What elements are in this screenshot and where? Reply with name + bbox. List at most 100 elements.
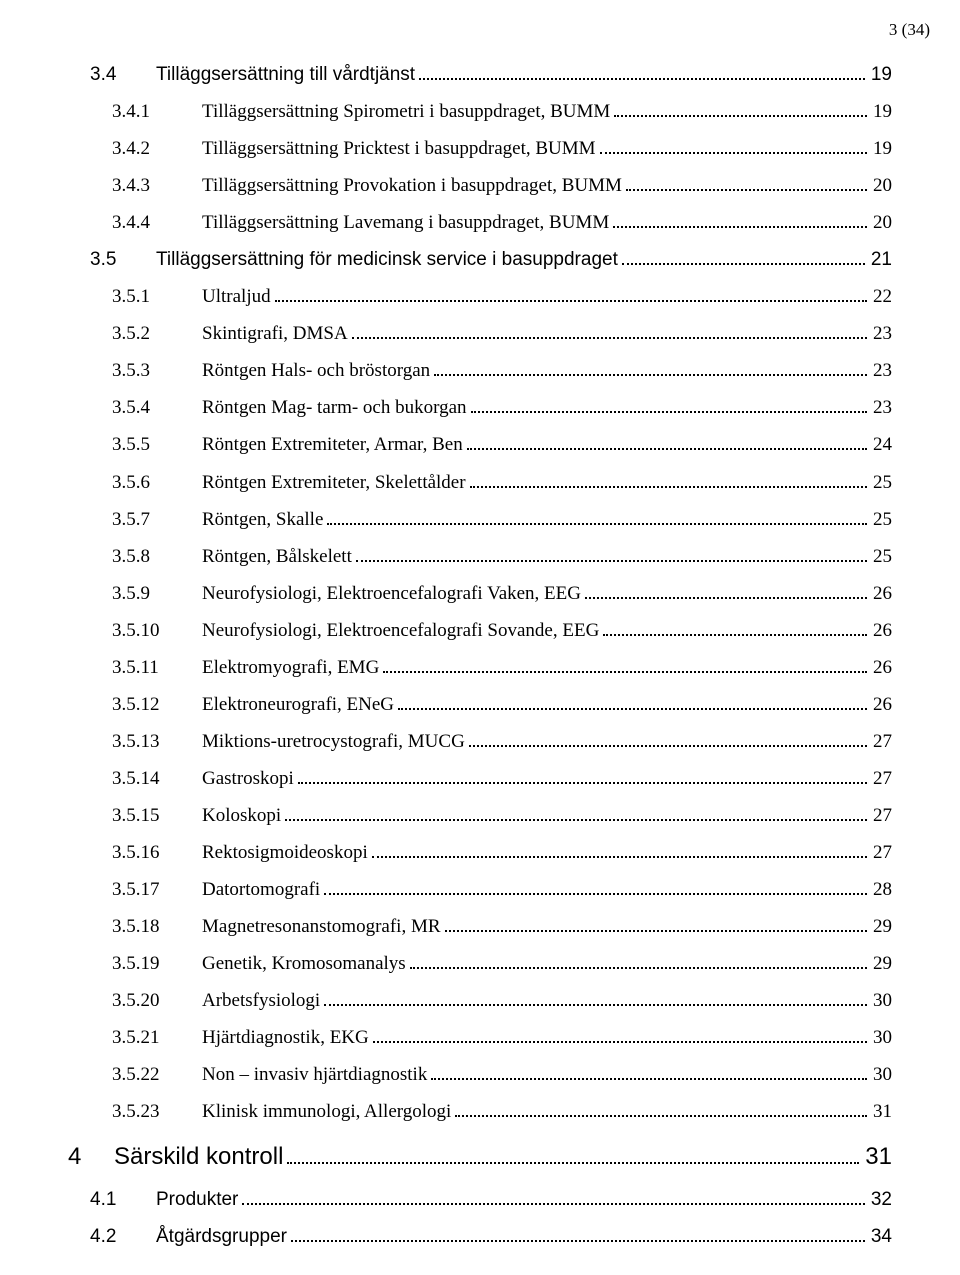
toc-entry-number: 3.5.14 [112, 760, 202, 797]
toc-entry-page: 27 [871, 834, 892, 871]
toc-entry: 3.5.17Datortomografi28 [68, 871, 892, 908]
toc-leader-dots [470, 470, 867, 487]
toc-entry-title: Särskild kontroll [114, 1134, 283, 1181]
toc-entry-number: 3.5.7 [112, 501, 202, 538]
toc-entry-number: 3.5.15 [112, 797, 202, 834]
toc-leader-dots [614, 100, 867, 117]
toc-entry-number: 3.5.21 [112, 1019, 202, 1056]
toc-leader-dots [298, 767, 867, 784]
toc-entry-page: 24 [871, 426, 892, 463]
toc-leader-dots [372, 841, 867, 858]
toc-entry-title: Röntgen Extremiteter, Armar, Ben [202, 426, 463, 463]
toc-entry: 3.5.20Arbetsfysiologi30 [68, 982, 892, 1019]
toc-entry-page: 31 [863, 1134, 892, 1181]
toc-entry-page: 25 [871, 501, 892, 538]
toc-entry: 3.4.3Tilläggsersättning Provokation i ba… [68, 167, 892, 204]
toc-entry-number: 3.5.23 [112, 1093, 202, 1130]
toc-entry-title: Åtgärdsgrupper [156, 1218, 287, 1255]
toc-entry: 3.5.12Elektroneurografi, ENeG 26 [68, 686, 892, 723]
toc-entry-title: Non – invasiv hjärtdiagnostik [202, 1056, 427, 1093]
toc-leader-dots [287, 1143, 859, 1164]
toc-entry-number: 3.5.10 [112, 612, 202, 649]
toc-entry: 3.5.3Röntgen Hals- och bröstorgan23 [68, 352, 892, 389]
toc-entry-page: 27 [871, 797, 892, 834]
toc-entry: 3.5.21Hjärtdiagnostik, EKG30 [68, 1019, 892, 1056]
toc-entry-number: 3.5.17 [112, 871, 202, 908]
toc-entry-number: 3.5.19 [112, 945, 202, 982]
toc-entry-title: Elektromyografi, EMG [202, 649, 379, 686]
toc-entry-number: 3.5.9 [112, 575, 202, 612]
toc-leader-dots [398, 693, 867, 710]
toc-leader-dots [455, 1100, 867, 1117]
toc-entry-page: 34 [869, 1218, 892, 1255]
toc-entry-number: 3.4.1 [112, 93, 202, 130]
toc-entry-title: Rektosigmoideoskopi [202, 834, 368, 871]
toc-entry-title: Ultraljud [202, 278, 271, 315]
toc-entry: 3.5.13Miktions-uretrocystografi, MUCG27 [68, 723, 892, 760]
toc-entry-number: 3.4 [90, 56, 156, 93]
toc-entry-title: Elektroneurografi, ENeG [202, 686, 394, 723]
toc-entry-page: 20 [871, 204, 892, 241]
toc-entry-number: 3.5.11 [112, 649, 202, 686]
toc-entry-page: 28 [871, 871, 892, 908]
toc-entry-page: 25 [871, 538, 892, 575]
toc-entry-number: 3.5 [90, 241, 156, 278]
toc-leader-dots [431, 1063, 867, 1080]
toc-entry-number: 3.5.12 [112, 686, 202, 723]
toc-entry-page: 30 [871, 1056, 892, 1093]
toc-entry: 3.5.7Röntgen, Skalle 25 [68, 501, 892, 538]
toc-leader-dots [242, 1188, 864, 1205]
toc-entry-title: Skintigrafi, DMSA [202, 315, 348, 352]
toc-entry: 3.4.2Tilläggsersättning Pricktest i basu… [68, 130, 892, 167]
toc-leader-dots [275, 285, 867, 302]
toc-entry-page: 22 [871, 278, 892, 315]
toc-entry-page: 26 [871, 575, 892, 612]
toc-leader-dots [419, 63, 865, 80]
toc-entry-title: Röntgen Mag- tarm- och bukorgan [202, 389, 467, 426]
toc-entry-page: 30 [871, 982, 892, 1019]
toc-entry-page: 27 [871, 723, 892, 760]
toc-entry-title: Röntgen, Skalle [202, 501, 323, 538]
toc-entry-page: 19 [871, 93, 892, 130]
toc-leader-dots [356, 544, 867, 561]
toc-entry: 4.2Åtgärdsgrupper34 [68, 1218, 892, 1255]
toc-entry-number: 3.5.1 [112, 278, 202, 315]
toc-leader-dots [471, 396, 867, 413]
toc-entry-page: 27 [871, 760, 892, 797]
toc-entry-number: 3.5.18 [112, 908, 202, 945]
toc-entry: 3.5.19Genetik, Kromosomanalys 29 [68, 945, 892, 982]
toc-entry-page: 21 [869, 241, 892, 278]
toc-entry-title: Klinisk immunologi, Allergologi [202, 1093, 451, 1130]
toc-entry-title: Genetik, Kromosomanalys [202, 945, 406, 982]
toc-entry-number: 3.5.22 [112, 1056, 202, 1093]
toc-entry-number: 3.5.8 [112, 538, 202, 575]
toc-entry-page: 26 [871, 686, 892, 723]
toc-entry-title: Tilläggsersättning Lavemang i basuppdrag… [202, 204, 609, 241]
document-page: 3 (34) 3.4Tilläggsersättning till vårdtj… [0, 0, 960, 1275]
toc-entry: 3.5.5Röntgen Extremiteter, Armar, Ben24 [68, 426, 892, 463]
toc-entry: 4.1Produkter32 [68, 1181, 892, 1218]
toc-leader-dots [373, 1026, 867, 1043]
toc-entry-page: 26 [871, 612, 892, 649]
table-of-contents: 3.4Tilläggsersättning till vårdtjänst193… [68, 56, 892, 1255]
toc-entry-title: Miktions-uretrocystografi, MUCG [202, 723, 465, 760]
toc-entry: 3.5.9Neurofysiologi, Elektroencefalograf… [68, 575, 892, 612]
toc-leader-dots [467, 433, 867, 450]
toc-leader-dots [434, 359, 867, 376]
toc-entry: 3.5.16Rektosigmoideoskopi27 [68, 834, 892, 871]
toc-entry-page: 20 [871, 167, 892, 204]
toc-entry-page: 29 [871, 945, 892, 982]
toc-entry: 3.5Tilläggsersättning för medicinsk serv… [68, 241, 892, 278]
toc-entry-page: 32 [869, 1181, 892, 1218]
toc-entry-number: 3.5.6 [112, 464, 202, 501]
toc-leader-dots [603, 619, 867, 636]
toc-entry: 4Särskild kontroll31 [68, 1134, 892, 1181]
toc-entry-number: 3.5.4 [112, 389, 202, 426]
toc-entry-number: 4.1 [90, 1181, 156, 1218]
toc-entry-number: 3.4.4 [112, 204, 202, 241]
toc-entry-number: 3.5.3 [112, 352, 202, 389]
toc-entry-title: Röntgen, Bålskelett [202, 538, 352, 575]
toc-entry-title: Tilläggsersättning Pricktest i basuppdra… [202, 130, 596, 167]
toc-entry-title: Tilläggsersättning Provokation i basuppd… [202, 167, 622, 204]
toc-entry-page: 19 [869, 56, 892, 93]
